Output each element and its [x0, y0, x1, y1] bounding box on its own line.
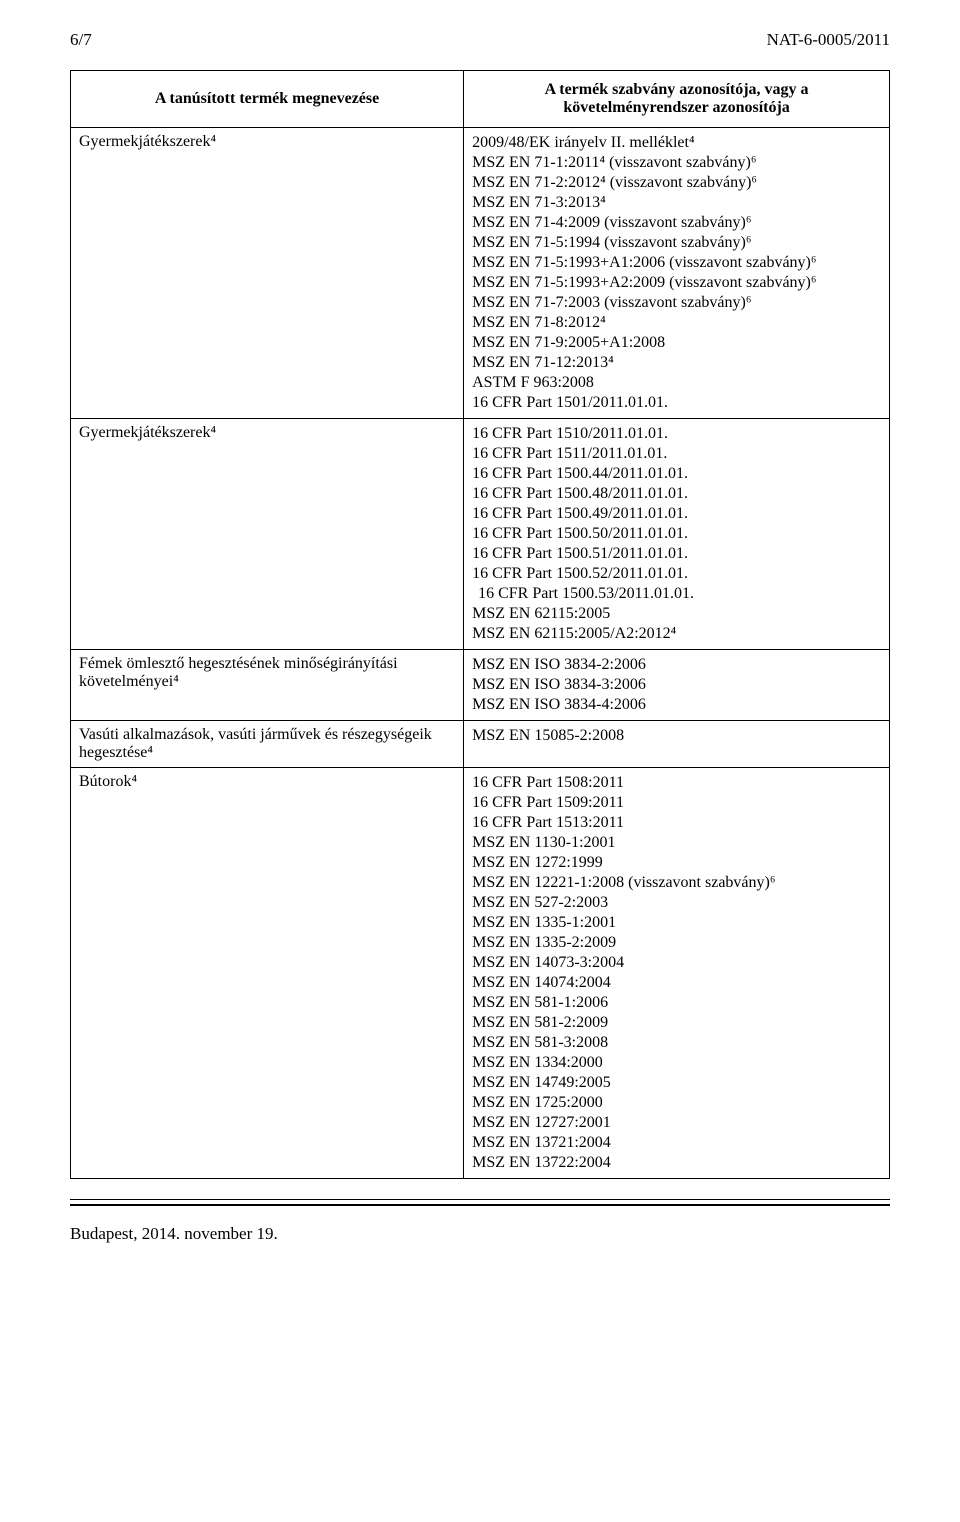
table-row: Gyermekjátékszerek⁴ 16 CFR Part 1510/201… — [71, 419, 890, 650]
cell-standards: 16 CFR Part 1510/2011.01.01. 16 CFR Part… — [464, 419, 890, 650]
cell-product: Fémek ömlesztő hegesztésének minőségirán… — [71, 650, 464, 721]
cell-product: Gyermekjátékszerek⁴ — [71, 419, 464, 650]
cell-standards: MSZ EN 15085-2:2008 — [464, 721, 890, 768]
cell-standards: 16 CFR Part 1508:2011 16 CFR Part 1509:2… — [464, 768, 890, 1179]
table-row: Gyermekjátékszerek⁴ 2009/48/EK irányelv … — [71, 128, 890, 419]
table-row: Vasúti alkalmazások, vasúti járművek és … — [71, 721, 890, 768]
footer-divider — [70, 1199, 890, 1206]
cell-product: Vasúti alkalmazások, vasúti járművek és … — [71, 721, 464, 768]
cell-standards: 2009/48/EK irányelv II. melléklet⁴ MSZ E… — [464, 128, 890, 419]
footer-date: Budapest, 2014. november 19. — [70, 1224, 890, 1244]
table-row: Bútorok⁴ 16 CFR Part 1508:2011 16 CFR Pa… — [71, 768, 890, 1179]
cell-product: Gyermekjátékszerek⁴ — [71, 128, 464, 419]
cell-standards: MSZ EN ISO 3834-2:2006 MSZ EN ISO 3834-3… — [464, 650, 890, 721]
standards-table: A tanúsított termék megnevezése A termék… — [70, 70, 890, 1179]
col-header-right: A termék szabvány azonosítója, vagy a kö… — [464, 71, 890, 128]
cell-product: Bútorok⁴ — [71, 768, 464, 1179]
col-header-left: A tanúsított termék megnevezése — [71, 71, 464, 128]
page-number: 6/7 — [70, 30, 92, 50]
document-code: NAT-6-0005/2011 — [767, 30, 890, 50]
table-row: Fémek ömlesztő hegesztésének minőségirán… — [71, 650, 890, 721]
